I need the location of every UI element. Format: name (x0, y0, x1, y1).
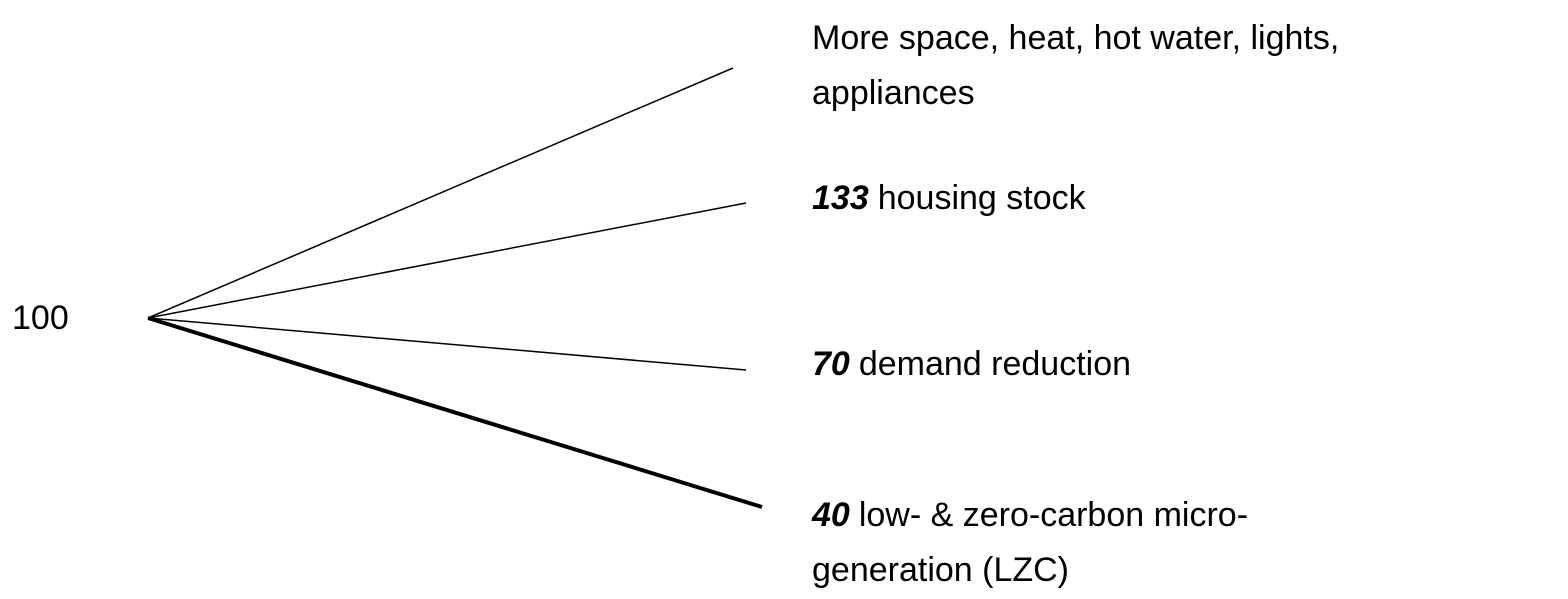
branch-line (147, 317, 747, 371)
branch-text: demand reduction (859, 345, 1131, 383)
branch-line (147, 67, 734, 319)
branch-line (147, 202, 747, 319)
branch-label: appliances (812, 74, 975, 112)
branch-line (147, 316, 763, 509)
branch-text: low- & zero-carbon micro- (859, 496, 1248, 534)
branch-label: generation (LZC) (812, 551, 1069, 589)
branch-label: 133 housing stock (812, 179, 1087, 217)
branch-label: 40 low- & zero-carbon micro- (811, 496, 1248, 534)
branch-value: 70 (812, 345, 850, 383)
branch-value: 133 (812, 179, 869, 217)
branch-label: 70 demand reduction (812, 345, 1131, 383)
branch-value: 40 (811, 496, 850, 534)
branch-text: housing stock (878, 179, 1087, 217)
branch-label: More space, heat, hot water, lights, (812, 19, 1339, 57)
origin-label: 100 (12, 299, 69, 337)
